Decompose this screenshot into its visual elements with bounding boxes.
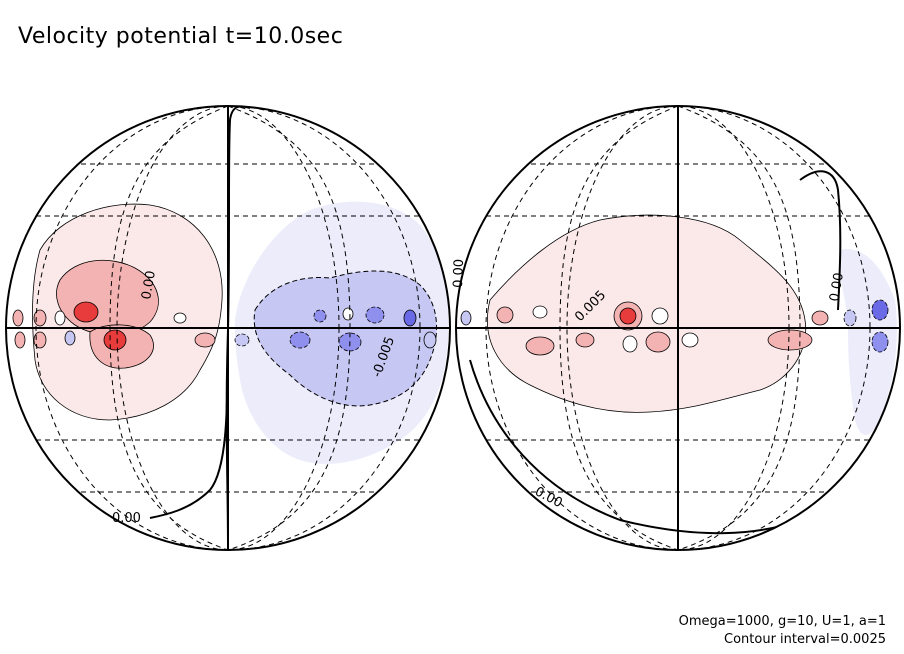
- contour-interval-note: Contour interval=0.0025: [724, 632, 886, 647]
- contour-label-zero: 0.00: [827, 272, 847, 303]
- right-hemisphere: [460, 170, 897, 535]
- right-globe-outline: [455, 105, 901, 551]
- contour-label-zero: 0.00: [139, 270, 159, 301]
- left-globe-outline: [5, 105, 451, 551]
- right-zero-contour: [469, 359, 801, 535]
- right-negative-region: [838, 249, 897, 435]
- left-hemisphere: [12, 106, 449, 550]
- parameters-note: Omega=1000, g=10, U=1, a=1: [678, 614, 886, 629]
- contour-label-zero: 0.00: [451, 259, 467, 288]
- chart-title: Velocity potential t=10.0sec: [18, 24, 344, 49]
- contour-label-zero: 0.00: [112, 511, 141, 526]
